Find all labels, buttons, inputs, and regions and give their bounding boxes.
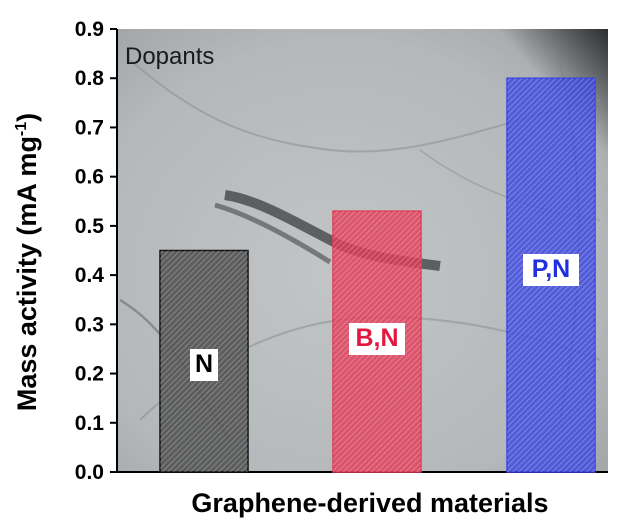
- x-axis-title: Graphene-derived materials: [191, 488, 548, 518]
- y-tick-label: 0.4: [75, 264, 105, 287]
- y-axis-title-sup: -1: [13, 122, 30, 136]
- y-axis-title-main: Mass activity (mA mg: [12, 136, 42, 411]
- y-tick-label: 0.7: [75, 116, 104, 139]
- y-tick-label: 0.5: [75, 215, 105, 238]
- y-tick-label: 0.9: [75, 18, 104, 41]
- y-axis-ticks: 0.0 0.1 0.2 0.3 0.4 0.5 0.6 0.7 0.8 0.9: [75, 18, 117, 484]
- bar-label-box: [523, 254, 579, 286]
- y-tick-label: 0.0: [75, 461, 104, 484]
- y-tick-label: 0.3: [75, 313, 104, 336]
- inset-label: Dopants: [125, 43, 214, 70]
- y-tick-label: 0.2: [75, 363, 104, 386]
- bar-label-box: [190, 349, 218, 381]
- y-tick-label: 0.1: [75, 412, 105, 435]
- bar-label-box: [349, 323, 405, 355]
- bar-label: P,N: [532, 255, 570, 283]
- y-tick-label: 0.6: [75, 166, 104, 189]
- y-axis-title-close: ): [12, 113, 42, 122]
- y-axis-title: Mass activity (mA mg-1): [12, 113, 42, 411]
- bar-label: B,N: [355, 324, 398, 352]
- y-tick-label: 0.8: [75, 67, 105, 90]
- bar-labels-group: N B,N P,N: [190, 254, 579, 381]
- bar-label: N: [195, 350, 213, 378]
